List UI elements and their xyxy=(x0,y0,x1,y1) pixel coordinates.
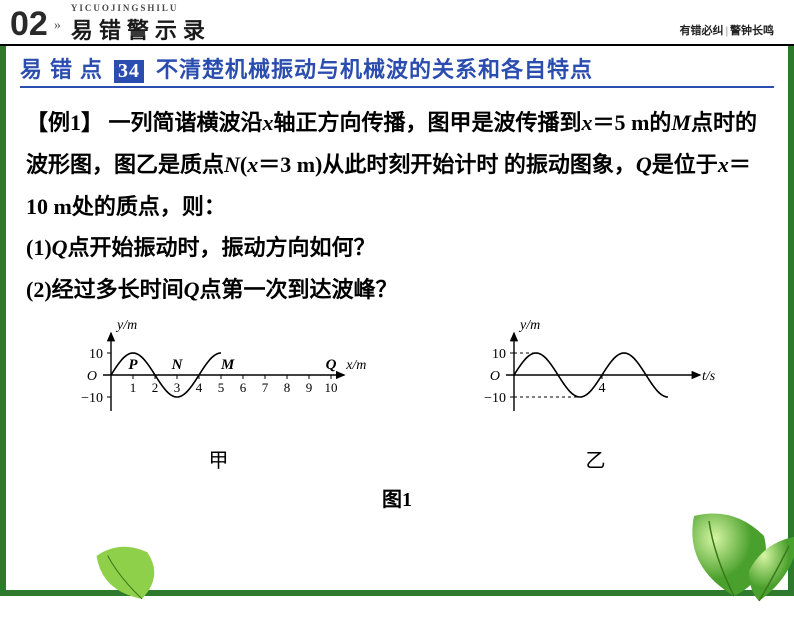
t2c: ＝3 m)从此时刻开始计时 xyxy=(258,152,498,177)
svg-text:10: 10 xyxy=(492,347,506,362)
svg-text:4: 4 xyxy=(598,381,605,396)
sep-icon: | xyxy=(726,25,728,37)
svg-text:10: 10 xyxy=(89,347,103,362)
t3b: 是位于 xyxy=(652,152,718,177)
svg-text:8: 8 xyxy=(283,380,290,395)
svg-text:5: 5 xyxy=(217,380,224,395)
svg-text:y/m: y/m xyxy=(115,318,137,333)
svg-text:Q: Q xyxy=(325,357,336,373)
t1b: 轴正方向传播，图甲是波传播到 xyxy=(274,110,582,135)
main-caption: 图1 xyxy=(20,483,774,512)
chart-jia: 10 −10 Oy/m x/m 123456789 10 P N M Q xyxy=(69,317,369,437)
svg-text:9: 9 xyxy=(305,380,312,395)
header-right: 有错必纠|警钟长鸣 xyxy=(680,22,774,38)
svg-text:4: 4 xyxy=(195,380,202,395)
problem-text: 【例1】 一列简谐横波沿x轴正方向传播，图甲是波传播到x＝5 m的M点时的波形图… xyxy=(20,102,774,311)
t3a: 的振动图象， xyxy=(504,152,636,177)
svg-text:P: P xyxy=(128,357,138,373)
q1a: (1) xyxy=(26,235,52,260)
t1c: ＝5 xyxy=(593,110,626,135)
header-right-a: 有错必纠 xyxy=(680,25,724,37)
var-M: M xyxy=(671,110,691,135)
var-Q2: Q xyxy=(52,235,68,260)
header-number: 02 xyxy=(10,5,48,44)
svg-text:7: 7 xyxy=(261,380,268,395)
svg-text:10: 10 xyxy=(324,380,337,395)
svg-text:6: 6 xyxy=(239,380,246,395)
q1b: 点开始振动时，振动方向如何？ xyxy=(68,235,376,260)
svg-text:2: 2 xyxy=(151,380,158,395)
chart-yi: 10 −10 Oy/m t/s 4 xyxy=(466,317,726,437)
figure-jia: 10 −10 Oy/m x/m 123456789 10 P N M Q 甲 xyxy=(69,317,369,473)
svg-text:N: N xyxy=(170,357,183,373)
svg-text:O: O xyxy=(86,369,96,384)
svg-text:y/m: y/m xyxy=(518,318,540,333)
var-Q3: Q xyxy=(184,277,200,302)
q2b: 点第一次到达波峰？ xyxy=(200,277,398,302)
figure-yi: 10 −10 Oy/m t/s 4 乙 xyxy=(466,317,726,473)
var-x2: x xyxy=(582,110,593,135)
t2a: m的 xyxy=(631,110,671,135)
var-N: N xyxy=(224,152,240,177)
q2a: (2)经过多长时间 xyxy=(26,277,184,302)
example-label: 【例1】 xyxy=(26,110,103,135)
page-header: 02 » YICUOJINGSHILU 易错警示录 有错必纠|警钟长鸣 xyxy=(0,0,794,46)
var-x4: x xyxy=(718,152,729,177)
header-right-b: 警钟长鸣 xyxy=(730,25,774,37)
error-point-heading: 易错点 34 不清楚机械振动与机械波的关系和各自特点 xyxy=(20,52,774,88)
svg-text:−10: −10 xyxy=(81,391,103,406)
header-pinyin: YICUOJINGSHILU xyxy=(71,3,680,13)
point-number: 34 xyxy=(114,60,144,83)
point-label: 易错点 xyxy=(20,52,110,84)
svg-text:3: 3 xyxy=(173,380,180,395)
svg-text:x/m: x/m xyxy=(345,358,366,373)
var-x3: x xyxy=(247,152,258,177)
header-title-wrap: YICUOJINGSHILU 易错警示录 xyxy=(71,3,680,45)
figures-row: 10−10Oy/mx/m12345678910PNMQ 甲 10−10Oy/mt… xyxy=(20,317,774,473)
header-title: 易错警示录 xyxy=(71,13,680,45)
caption-jia: 甲 xyxy=(69,444,369,473)
var-Q1: Q xyxy=(636,152,652,177)
header-arrow-icon: » xyxy=(54,18,61,34)
var-x1: x xyxy=(263,110,274,135)
svg-text:−10: −10 xyxy=(484,391,506,406)
caption-yi: 乙 xyxy=(466,444,726,473)
svg-text:M: M xyxy=(220,357,235,373)
content: 易错点 34 不清楚机械振动与机械波的关系和各自特点 【例1】 一列简谐横波沿x… xyxy=(20,52,774,512)
svg-text:t/s: t/s xyxy=(702,369,716,384)
point-title: 不清楚机械振动与机械波的关系和各自特点 xyxy=(156,52,593,84)
svg-text:O: O xyxy=(489,369,499,384)
t1a: 一列简谐横波沿 xyxy=(109,110,263,135)
svg-text:1: 1 xyxy=(129,380,136,395)
